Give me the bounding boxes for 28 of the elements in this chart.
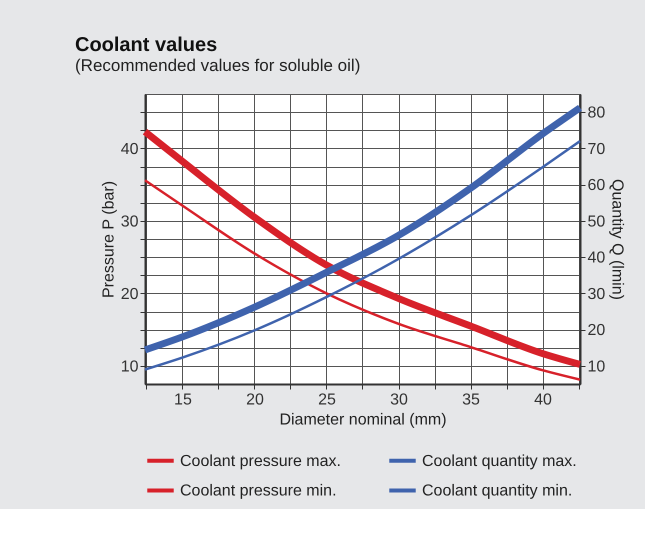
y2-tick-label: 40	[588, 250, 606, 267]
line-series	[144, 179, 582, 381]
y-tick-label: 30	[120, 213, 139, 230]
legend-label: Coolant quantity max.	[422, 452, 577, 470]
y-axis-title: Pressure P (bar)	[100, 180, 118, 298]
y2-tick-label: 10	[588, 358, 606, 376]
legend-label: Coolant pressure min.	[180, 482, 337, 500]
y2-tick-label: 80	[588, 104, 606, 122]
y-tick-label: 40	[120, 140, 139, 158]
chart-title: Coolant values	[75, 34, 218, 56]
y-tick-label: 20	[120, 286, 139, 303]
y2-tick-label: 20	[588, 322, 606, 340]
y2-tick-label: 30	[588, 286, 606, 303]
y2-tick-label: 60	[588, 177, 606, 194]
y-tick-label: 10	[120, 358, 139, 376]
x-tick-label: 40	[534, 392, 552, 408]
y2-tick-label: 50	[588, 213, 606, 230]
x-tick-label: 15	[174, 392, 192, 408]
x-tick-label: 20	[246, 392, 264, 408]
x-tick-label: 25	[318, 392, 336, 408]
x-axis-title: Diameter nominal (mm)	[279, 412, 447, 428]
legend-label: Coolant pressure max.	[180, 452, 341, 470]
x-tick-label: 35	[462, 392, 480, 408]
y2-axis-title: Quantity Q (lmin)	[608, 179, 626, 300]
x-tick-label: 30	[390, 392, 408, 408]
chart-subtitle: (Recommended values for soluble oil)	[75, 56, 360, 75]
y2-tick-label: 70	[588, 140, 606, 158]
legend-label: Coolant quantity min.	[422, 482, 572, 500]
